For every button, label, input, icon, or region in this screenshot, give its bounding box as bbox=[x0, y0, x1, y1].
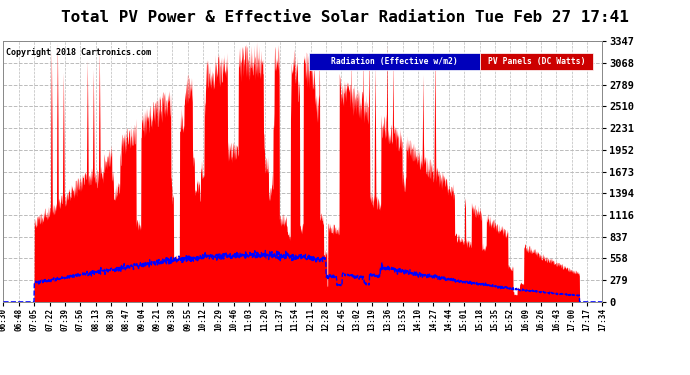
FancyBboxPatch shape bbox=[309, 53, 480, 70]
FancyBboxPatch shape bbox=[480, 53, 593, 70]
Text: Radiation (Effective w/m2): Radiation (Effective w/m2) bbox=[331, 57, 457, 66]
Text: Total PV Power & Effective Solar Radiation Tue Feb 27 17:41: Total PV Power & Effective Solar Radiati… bbox=[61, 10, 629, 25]
Text: Copyright 2018 Cartronics.com: Copyright 2018 Cartronics.com bbox=[6, 48, 151, 57]
Text: PV Panels (DC Watts): PV Panels (DC Watts) bbox=[488, 57, 585, 66]
